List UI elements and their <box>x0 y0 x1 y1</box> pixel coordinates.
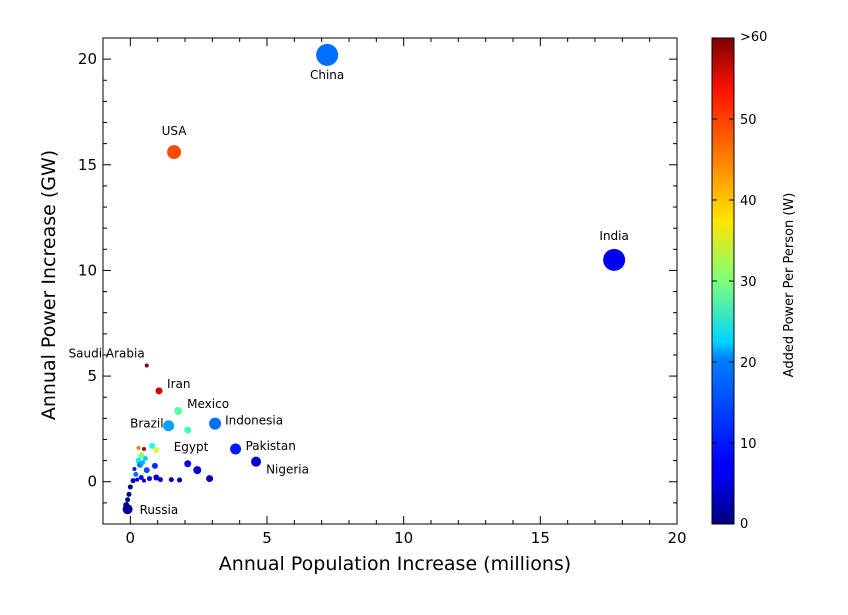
data-point <box>230 443 242 455</box>
colorbar-tick-label: 50 <box>740 113 757 128</box>
point-label: Russia <box>140 503 179 517</box>
data-point <box>125 497 131 503</box>
colorbar-tick-label: 30 <box>740 275 757 290</box>
data-point <box>144 363 149 368</box>
x-tick-label: 10 <box>394 529 413 547</box>
y-tick-label: 20 <box>78 50 97 68</box>
point-label: Egypt <box>174 440 209 454</box>
data-point <box>140 460 146 466</box>
data-point <box>138 452 145 459</box>
data-point <box>135 477 140 482</box>
point-labels: China USA India Saudi Arabia Iran Mexico Indon… <box>69 68 629 517</box>
data-point <box>138 475 144 481</box>
data-point <box>153 474 160 481</box>
data-point <box>184 460 192 468</box>
data-point <box>142 478 146 483</box>
x-tick-label: 0 <box>126 529 136 547</box>
y-tick-label: 5 <box>87 367 97 385</box>
x-axis-title: Annual Population Increase (millions) <box>219 553 571 575</box>
data-point <box>163 420 175 432</box>
data-points <box>122 43 626 515</box>
data-point <box>142 446 146 451</box>
data-point <box>603 248 626 271</box>
point-label: Saudi Arabia <box>69 347 145 361</box>
point-label: USA <box>162 124 188 138</box>
colorbar-title: Added Power Per Person (W) <box>782 193 797 378</box>
colorbar-tick-label: 10 <box>740 437 757 452</box>
data-point <box>184 426 192 434</box>
data-point <box>151 462 158 469</box>
data-point <box>143 467 150 474</box>
data-point <box>167 145 182 160</box>
data-point <box>155 387 163 395</box>
point-label: Nigeria <box>266 463 309 477</box>
x-tick-label: 5 <box>262 529 272 547</box>
point-label: Mexico <box>187 397 229 411</box>
point-label: Pakistan <box>246 439 296 453</box>
data-point <box>174 406 183 415</box>
data-point <box>157 477 163 483</box>
y-tick-label: 0 <box>87 473 97 491</box>
data-point <box>251 456 262 467</box>
data-point <box>127 484 133 490</box>
data-point <box>136 445 141 450</box>
colorbar-tick-label: >60 <box>740 30 767 45</box>
y-tick-label: 10 <box>78 261 97 279</box>
data-point <box>130 478 136 484</box>
point-label: Indonesia <box>225 414 283 428</box>
data-point <box>149 442 156 449</box>
data-point <box>193 466 202 475</box>
data-point <box>153 447 160 454</box>
data-point <box>132 467 137 472</box>
data-point <box>177 477 183 483</box>
colorbar-tick-label: 40 <box>740 194 757 209</box>
data-point <box>142 455 148 461</box>
colorbar: 0 10 20 30 40 50 >60 <box>711 30 767 532</box>
x-tick-label: 15 <box>531 529 550 547</box>
data-point <box>209 417 222 430</box>
data-point <box>168 477 174 483</box>
y-axis-title: Annual Power Increase (GW) <box>38 150 60 420</box>
x-tick-label: 20 <box>667 529 686 547</box>
point-label: Iran <box>167 377 190 391</box>
plot-area <box>102 37 678 525</box>
point-label: India <box>599 229 628 243</box>
x-axis: 0 5 10 15 20 <box>102 38 687 547</box>
point-label: China <box>310 68 344 82</box>
data-point <box>206 475 214 483</box>
colorbar-tick-label: 20 <box>740 356 757 371</box>
colorbar-tick-label: 0 <box>740 517 748 532</box>
data-point <box>316 43 339 66</box>
y-axis: 0 5 10 15 20 <box>78 37 677 525</box>
y-tick-label: 15 <box>78 156 97 174</box>
data-point <box>126 491 132 497</box>
plot-frame <box>102 37 678 525</box>
point-label: Brazil <box>130 417 164 431</box>
data-point <box>123 501 130 508</box>
data-point <box>146 476 152 482</box>
data-point <box>133 471 139 477</box>
